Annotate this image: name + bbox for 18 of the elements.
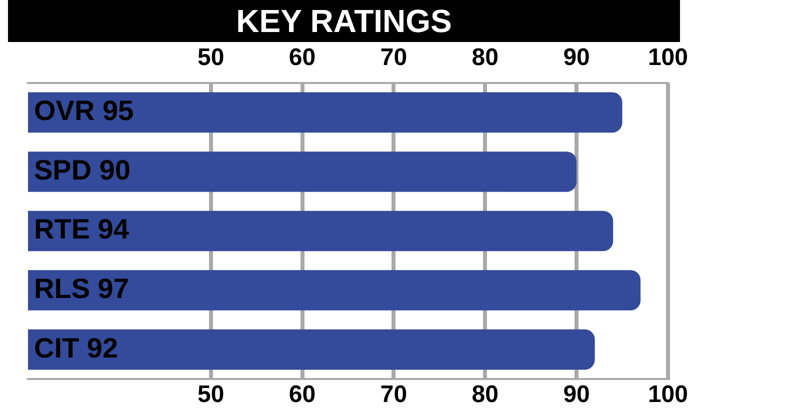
y-tick-label: RLS 97 [34,273,129,304]
x-tick-label: 50 [198,381,224,408]
chart-title: KEY RATINGS [8,0,680,42]
x2-tick-label: 80 [472,44,498,72]
x-tick-label: 90 [563,381,590,408]
y-tick-label: CIT 92 [34,332,118,364]
x-tick-label: 60 [288,381,316,408]
y-tick-label: RTE 94 [34,214,130,245]
x2-tick-label: 90 [563,44,590,72]
y-tick-label: OVR 95 [34,95,134,126]
x2-tick-label: 50 [198,44,224,72]
x2-tick-label: 100 [648,44,688,72]
x-tick-label: 70 [380,381,408,408]
x2-tick-label: 70 [380,44,408,72]
x-tick-label: 100 [648,381,688,408]
y-tick-label: SPD 90 [34,154,130,186]
x-tick-label: 80 [472,381,498,408]
x2-tick-label: 60 [288,44,316,72]
